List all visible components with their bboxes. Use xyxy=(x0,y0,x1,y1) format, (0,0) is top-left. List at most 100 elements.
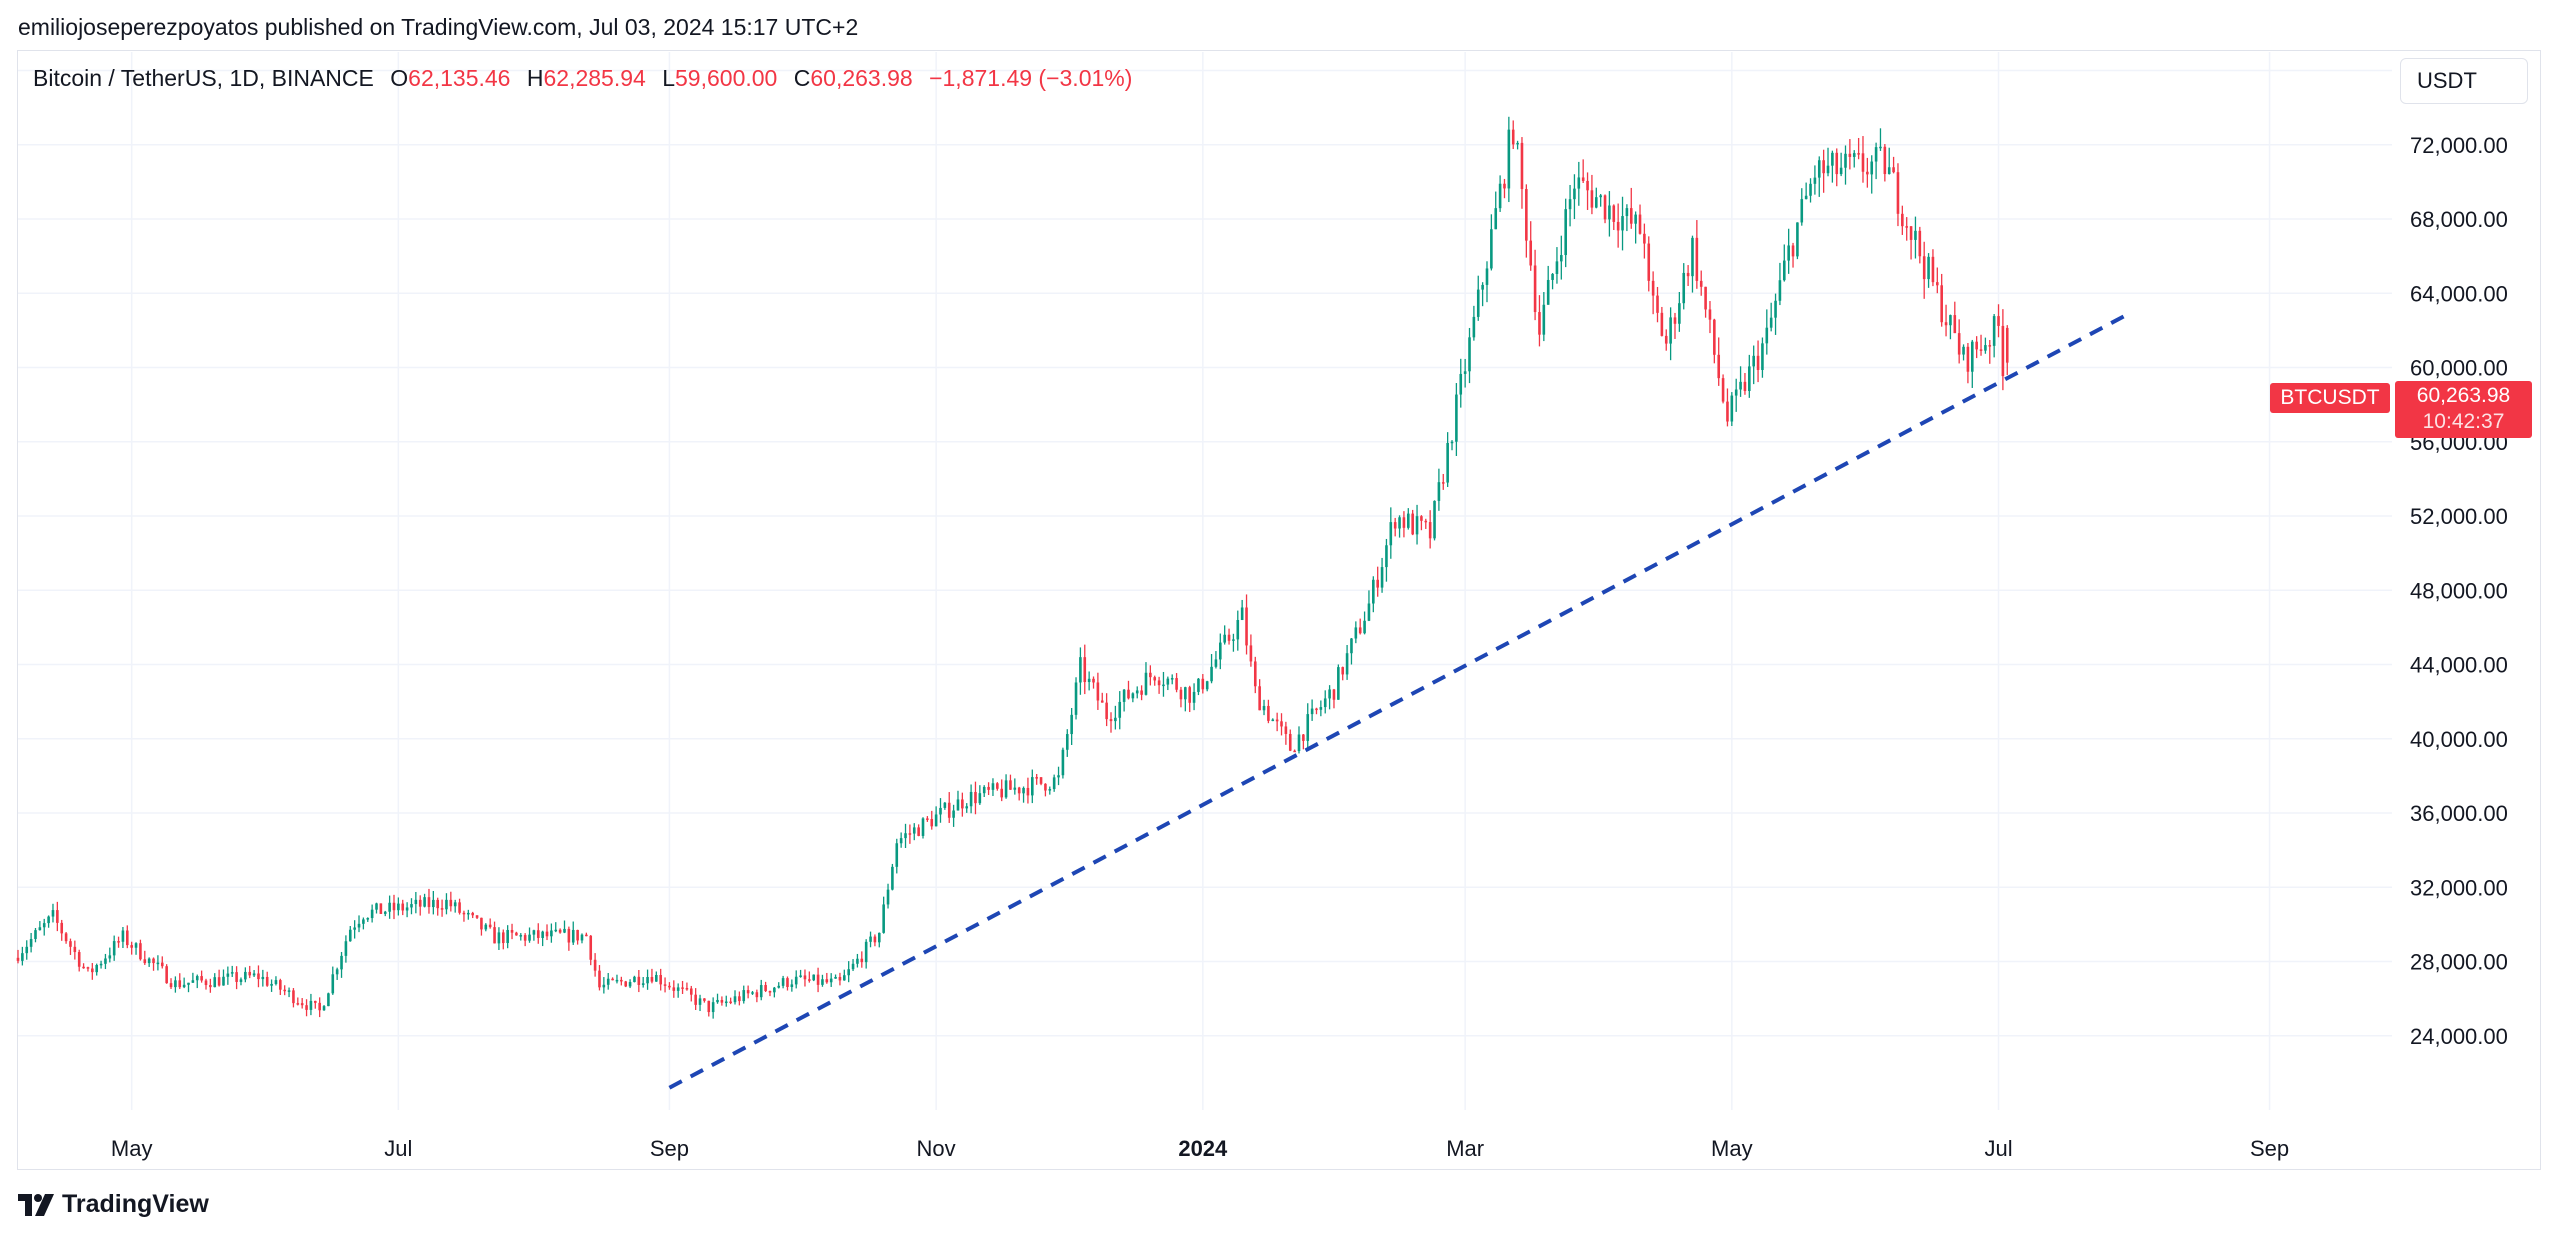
candle-body xyxy=(112,941,116,956)
candle-body xyxy=(64,933,68,942)
candle xyxy=(357,915,361,933)
candle xyxy=(803,969,807,987)
candle-body xyxy=(449,899,453,907)
candle-body xyxy=(1866,171,1869,175)
candle xyxy=(939,798,942,823)
candle-body xyxy=(169,983,173,988)
currency-button[interactable]: USDT xyxy=(2400,58,2528,104)
candle-body xyxy=(82,966,85,969)
candle xyxy=(1455,383,1458,456)
candle xyxy=(1730,392,1734,427)
candle-body xyxy=(274,980,278,984)
candle xyxy=(1219,633,1222,670)
candle-body xyxy=(1953,315,1957,334)
candle xyxy=(1315,707,1318,715)
candle xyxy=(1061,747,1065,779)
candle xyxy=(1227,628,1231,645)
candle xyxy=(1734,378,1738,412)
candle xyxy=(947,792,951,823)
candle xyxy=(633,975,636,983)
candle-body xyxy=(1201,678,1205,690)
candle-body xyxy=(1385,545,1388,568)
candle-body xyxy=(1695,237,1699,281)
candle xyxy=(961,792,964,817)
candle-body xyxy=(1988,345,1992,347)
candle-body xyxy=(768,991,772,993)
candle xyxy=(1599,193,1602,207)
candle-body xyxy=(1979,349,1983,351)
x-tick-label: Jul xyxy=(1984,1136,2012,1161)
candle xyxy=(1660,306,1664,337)
candle-body xyxy=(545,931,549,937)
candle-body xyxy=(1350,638,1353,654)
candle xyxy=(182,977,186,989)
candle xyxy=(558,928,562,934)
candle xyxy=(571,921,575,945)
candle-body xyxy=(510,929,514,933)
y-tick-label: 64,000.00 xyxy=(2410,281,2508,306)
candle-body xyxy=(606,978,610,985)
candle-body xyxy=(733,996,737,1003)
candle-body xyxy=(1197,678,1200,692)
candle-body xyxy=(213,977,217,988)
candle xyxy=(1022,786,1025,803)
candle-body xyxy=(187,982,190,985)
candle-body xyxy=(1433,500,1436,539)
candle-body xyxy=(751,992,754,994)
candle xyxy=(589,935,593,966)
candle-body xyxy=(1848,153,1852,157)
candle xyxy=(851,959,855,972)
candle-body xyxy=(698,998,702,1005)
candle xyxy=(388,895,391,919)
candle-body xyxy=(676,987,680,991)
candle-body xyxy=(217,977,221,986)
candle xyxy=(130,941,133,955)
candle-body xyxy=(707,1000,711,1013)
candle xyxy=(1031,769,1034,804)
candle xyxy=(1791,242,1795,268)
candle xyxy=(987,782,990,796)
candle-body xyxy=(1581,177,1585,181)
candle-body xyxy=(1323,698,1327,708)
candle xyxy=(1367,590,1371,622)
candle xyxy=(1437,468,1441,511)
candle-body xyxy=(1179,689,1183,700)
candle xyxy=(1035,773,1038,785)
candle xyxy=(742,985,746,1004)
candle-body xyxy=(353,927,356,930)
y-tick-label: 40,000.00 xyxy=(2410,727,2508,752)
candle-body xyxy=(1079,657,1082,683)
candle xyxy=(265,971,269,987)
candle-body xyxy=(808,979,811,981)
candle xyxy=(348,926,352,942)
candles-group xyxy=(16,116,2009,1019)
candle-body xyxy=(1730,395,1734,422)
candle xyxy=(126,925,129,949)
candle-body xyxy=(313,1000,317,1003)
candle xyxy=(1009,774,1012,790)
candle-body xyxy=(550,930,553,937)
chart-frame[interactable] xyxy=(17,50,2541,1170)
candle xyxy=(969,784,973,814)
candle xyxy=(1634,211,1637,244)
tradingview-brand[interactable]: TradingView xyxy=(18,1190,209,1219)
candle xyxy=(1507,116,1511,203)
candle xyxy=(882,896,885,934)
candle-body xyxy=(1826,165,1830,174)
symbol-label[interactable]: Bitcoin / TetherUS, 1D, BINANCE xyxy=(33,65,374,91)
candle-body xyxy=(1520,142,1524,190)
candle-body xyxy=(2005,327,2009,363)
candle-body xyxy=(987,786,990,790)
candle xyxy=(82,963,85,969)
candle-body xyxy=(77,952,81,967)
candle-body xyxy=(1901,213,1904,227)
candle-body xyxy=(1459,373,1463,395)
candle xyxy=(156,955,160,971)
candle xyxy=(1393,517,1397,537)
candle-body xyxy=(912,827,916,834)
candle-body xyxy=(1100,700,1104,703)
candle xyxy=(965,803,969,813)
candle-body xyxy=(1092,678,1095,683)
candle-body xyxy=(1752,355,1755,367)
